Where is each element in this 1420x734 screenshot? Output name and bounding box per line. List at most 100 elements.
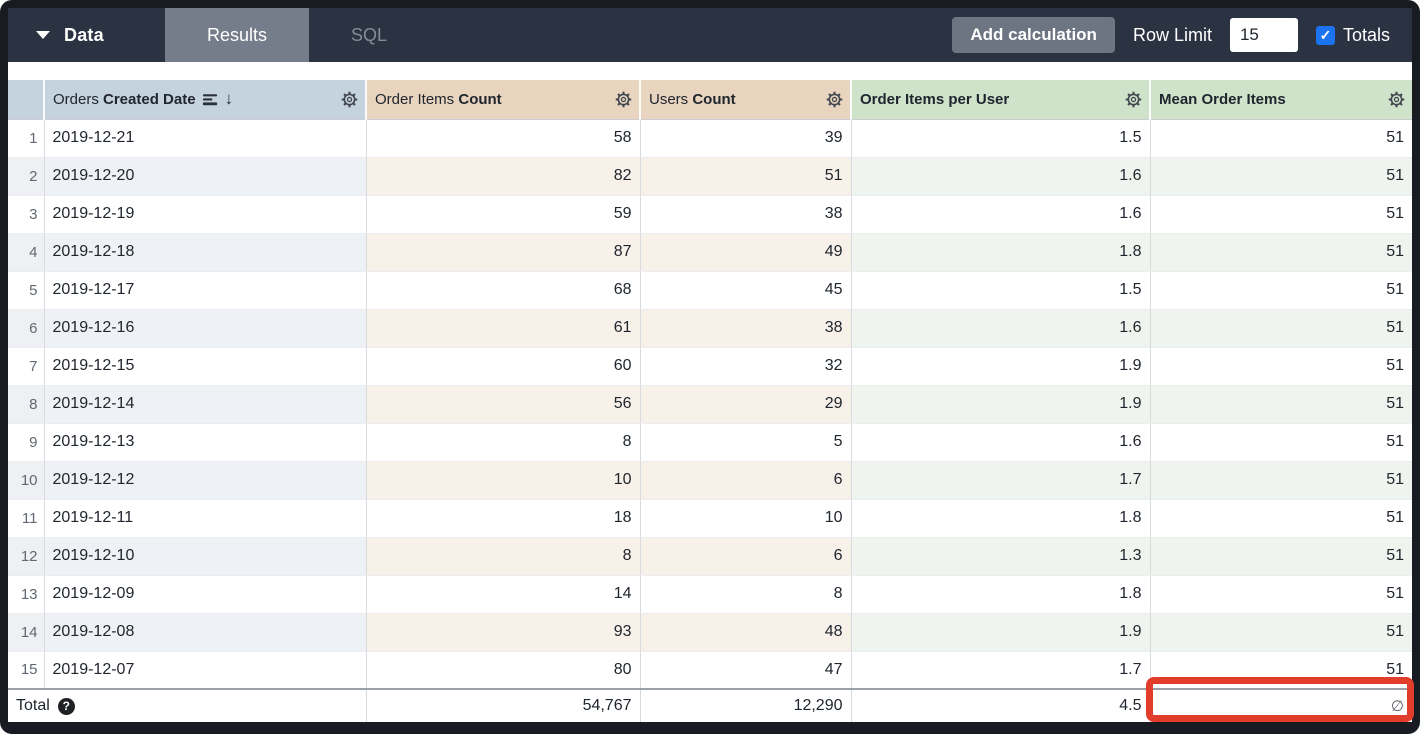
cell-order-items-count[interactable]: 18 — [366, 499, 641, 538]
totals-toggle[interactable]: ✓ Totals — [1315, 25, 1390, 46]
cell-users-count[interactable]: 38 — [640, 309, 852, 348]
cell-order-items-per-user[interactable]: 1.8 — [851, 575, 1151, 614]
cell-order-items-count[interactable]: 93 — [366, 613, 641, 652]
cell-mean-order-items[interactable]: 51 — [1150, 499, 1412, 538]
cell-mean-order-items[interactable]: 51 — [1150, 233, 1412, 272]
cell-order-items-per-user[interactable]: 1.6 — [851, 157, 1151, 196]
column-gear-icon[interactable] — [614, 90, 633, 109]
cell-users-count[interactable]: 49 — [640, 233, 852, 272]
cell-order-items-per-user[interactable]: 1.5 — [851, 119, 1151, 158]
cell-orders-created-date[interactable]: 2019-12-07 — [44, 651, 367, 690]
cell-mean-order-items[interactable]: 51 — [1150, 651, 1412, 690]
cell-mean-order-items[interactable]: 51 — [1150, 423, 1412, 462]
cell-orders-created-date[interactable]: 2019-12-17 — [44, 271, 367, 310]
cell-users-count[interactable]: 5 — [640, 423, 852, 462]
tab-sql[interactable]: SQL — [309, 8, 429, 62]
cell-order-items-count[interactable]: 10 — [366, 461, 641, 500]
cell-users-count[interactable]: 10 — [640, 499, 852, 538]
cell-users-count[interactable]: 48 — [640, 613, 852, 652]
cell-users-count[interactable]: 47 — [640, 651, 852, 690]
cell-order-items-count[interactable]: 8 — [366, 537, 641, 576]
column-gear-icon[interactable] — [825, 90, 844, 109]
cell-users-count[interactable]: 39 — [640, 119, 852, 158]
cell-mean-order-items[interactable]: 51 — [1150, 461, 1412, 500]
column-gear-icon[interactable] — [1124, 90, 1143, 109]
column-header-mean-order-items[interactable]: Mean Order Items — [1150, 80, 1412, 120]
cell-mean-order-items[interactable]: 51 — [1150, 537, 1412, 576]
cell-users-count[interactable]: 32 — [640, 347, 852, 386]
cell-mean-order-items[interactable]: 51 — [1150, 613, 1412, 652]
cell-orders-created-date[interactable]: 2019-12-20 — [44, 157, 367, 196]
cell-order-items-count[interactable]: 58 — [366, 119, 641, 158]
cell-mean-order-items[interactable]: 51 — [1150, 385, 1412, 424]
cell-mean-order-items[interactable]: 51 — [1150, 157, 1412, 196]
cell-orders-created-date[interactable]: 2019-12-10 — [44, 537, 367, 576]
cell-orders-created-date[interactable]: 2019-12-19 — [44, 195, 367, 234]
column-header-order-items-count[interactable]: Order Items Count — [366, 80, 641, 120]
cell-order-items-per-user[interactable]: 1.3 — [851, 537, 1151, 576]
help-icon[interactable]: ? — [57, 697, 75, 715]
table-row: 15 2019-12-07 80 47 1.7 51 — [8, 651, 1412, 690]
cell-order-items-per-user[interactable]: 1.5 — [851, 271, 1151, 310]
cell-order-items-count[interactable]: 8 — [366, 423, 641, 462]
column-header-users-count[interactable]: Users Count — [640, 80, 852, 120]
cell-orders-created-date[interactable]: 2019-12-08 — [44, 613, 367, 652]
cell-order-items-per-user[interactable]: 1.9 — [851, 613, 1151, 652]
add-calculation-button[interactable]: Add calculation — [952, 17, 1115, 53]
row-number: 9 — [8, 423, 45, 462]
cell-users-count[interactable]: 6 — [640, 461, 852, 500]
cell-mean-order-items[interactable]: 51 — [1150, 271, 1412, 310]
cell-orders-created-date[interactable]: 2019-12-13 — [44, 423, 367, 462]
cell-order-items-count[interactable]: 80 — [366, 651, 641, 690]
row-number: 8 — [8, 385, 45, 424]
row-limit-input[interactable] — [1229, 18, 1298, 52]
row-number: 13 — [8, 575, 45, 614]
cell-order-items-count[interactable]: 59 — [366, 195, 641, 234]
tab-results[interactable]: Results — [165, 8, 310, 62]
cell-orders-created-date[interactable]: 2019-12-16 — [44, 309, 367, 348]
cell-order-items-per-user[interactable]: 1.9 — [851, 347, 1151, 386]
cell-order-items-count[interactable]: 56 — [366, 385, 641, 424]
column-gear-icon[interactable] — [1387, 90, 1406, 109]
cell-order-items-per-user[interactable]: 1.9 — [851, 385, 1151, 424]
cell-users-count[interactable]: 29 — [640, 385, 852, 424]
cell-orders-created-date[interactable]: 2019-12-09 — [44, 575, 367, 614]
cell-mean-order-items[interactable]: 51 — [1150, 347, 1412, 386]
cell-order-items-count[interactable]: 82 — [366, 157, 641, 196]
data-section-toggle[interactable]: Data — [8, 8, 165, 62]
column-gear-icon[interactable] — [340, 90, 359, 109]
cell-order-items-per-user[interactable]: 1.6 — [851, 309, 1151, 348]
cell-orders-created-date[interactable]: 2019-12-11 — [44, 499, 367, 538]
cell-order-items-per-user[interactable]: 1.6 — [851, 423, 1151, 462]
cell-orders-created-date[interactable]: 2019-12-15 — [44, 347, 367, 386]
cell-order-items-count[interactable]: 87 — [366, 233, 641, 272]
column-header-order-items-per-user[interactable]: Order Items per User — [851, 80, 1151, 120]
cell-mean-order-items[interactable]: 51 — [1150, 195, 1412, 234]
cell-order-items-per-user[interactable]: 1.8 — [851, 499, 1151, 538]
cell-order-items-count[interactable]: 61 — [366, 309, 641, 348]
cell-users-count[interactable]: 6 — [640, 537, 852, 576]
totals-checkbox-checked-icon[interactable]: ✓ — [1315, 25, 1335, 45]
cell-users-count[interactable]: 45 — [640, 271, 852, 310]
cell-users-count[interactable]: 51 — [640, 157, 852, 196]
cell-order-items-per-user[interactable]: 1.7 — [851, 461, 1151, 500]
cell-mean-order-items[interactable]: 51 — [1150, 309, 1412, 348]
cell-users-count[interactable]: 8 — [640, 575, 852, 614]
cell-orders-created-date[interactable]: 2019-12-21 — [44, 119, 367, 158]
cell-orders-created-date[interactable]: 2019-12-12 — [44, 461, 367, 500]
row-number: 6 — [8, 309, 45, 348]
cell-mean-order-items[interactable]: 51 — [1150, 119, 1412, 158]
cell-orders-created-date[interactable]: 2019-12-18 — [44, 233, 367, 272]
cell-order-items-per-user[interactable]: 1.7 — [851, 651, 1151, 690]
row-number: 7 — [8, 347, 45, 386]
cell-order-items-count[interactable]: 14 — [366, 575, 641, 614]
cell-mean-order-items[interactable]: 51 — [1150, 575, 1412, 614]
cell-orders-created-date[interactable]: 2019-12-14 — [44, 385, 367, 424]
cell-order-items-count[interactable]: 60 — [366, 347, 641, 386]
cell-users-count[interactable]: 38 — [640, 195, 852, 234]
cell-order-items-per-user[interactable]: 1.6 — [851, 195, 1151, 234]
cell-order-items-count[interactable]: 68 — [366, 271, 641, 310]
cell-order-items-per-user[interactable]: 1.8 — [851, 233, 1151, 272]
row-limit-label: Row Limit — [1132, 24, 1212, 45]
column-header-orders-created-date[interactable]: Orders Created Date ↓ — [44, 80, 367, 120]
